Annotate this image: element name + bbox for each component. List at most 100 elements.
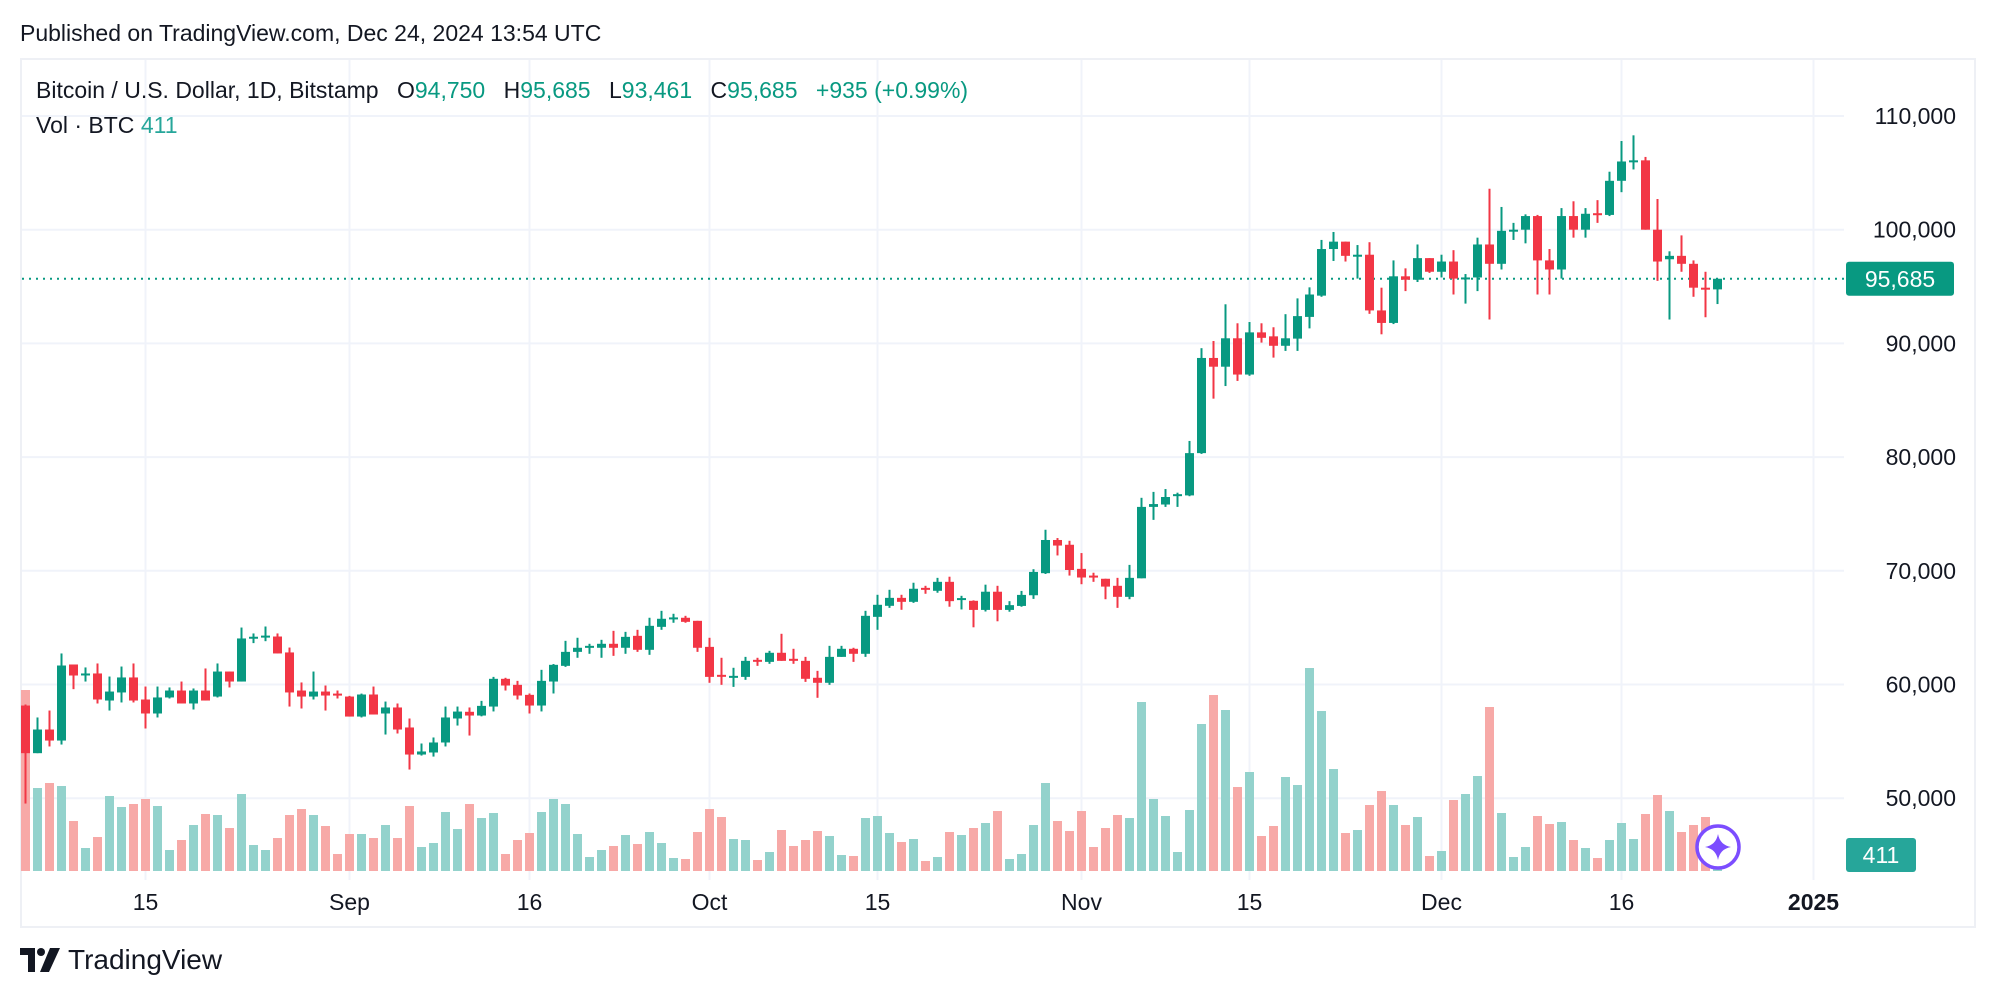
volume-bar [333, 854, 342, 871]
candle-body [1581, 213, 1590, 230]
volume-bar [1389, 805, 1398, 871]
candle-body [1701, 287, 1710, 290]
volume-bar [261, 850, 270, 871]
candle [21, 704, 30, 804]
volume-bar [753, 860, 762, 871]
candle [453, 706, 462, 726]
candle-body [1245, 332, 1254, 375]
symbol-title[interactable]: Bitcoin / U.S. Dollar, 1D, Bitstamp [36, 77, 379, 103]
candle [105, 676, 114, 711]
candle-body [1041, 539, 1050, 574]
legend-symbol-row: Bitcoin / U.S. Dollar, 1D, Bitstamp O94,… [36, 76, 980, 111]
candle-body [189, 690, 198, 704]
volume-bar [321, 826, 330, 871]
volume-bar [105, 796, 114, 871]
candle [813, 670, 822, 698]
candle [1125, 564, 1134, 600]
volume-bar [1017, 854, 1026, 871]
candle-body [117, 677, 126, 693]
assistant-button[interactable] [1695, 824, 1741, 870]
volume-bar [921, 861, 930, 871]
volume-bar [1533, 816, 1542, 871]
candle-body [813, 677, 822, 683]
candle-body [525, 694, 534, 706]
candle-body [981, 591, 990, 610]
candle-body [573, 647, 582, 652]
candle [657, 610, 666, 630]
candle [81, 667, 90, 682]
candle-body [1533, 216, 1542, 261]
volume-bar [897, 842, 906, 871]
volume-bar [1413, 817, 1422, 871]
candle-body [753, 659, 762, 662]
tradingview-brand[interactable]: TradingView [68, 944, 223, 975]
candle-body [297, 690, 306, 697]
volume-bar [1305, 668, 1314, 871]
volume-bar [1425, 856, 1434, 871]
candle-body [81, 673, 90, 676]
candle-body [717, 674, 726, 677]
volume-bar [357, 834, 366, 871]
candle-body [1185, 453, 1194, 496]
candle-body [237, 638, 246, 682]
candle [1233, 323, 1242, 381]
candle-body [1365, 254, 1374, 311]
candle-body [1401, 276, 1410, 280]
candle [489, 676, 498, 712]
candle [1401, 268, 1410, 292]
candle-body [69, 664, 78, 676]
candle-body [213, 671, 222, 697]
candle [1509, 222, 1518, 240]
volume-bar [1509, 857, 1518, 871]
candle-body [381, 707, 390, 714]
candle [609, 630, 618, 656]
candle-body [453, 711, 462, 719]
tradingview-logo-icon[interactable] [20, 948, 60, 972]
candle [537, 669, 546, 712]
candle-body [177, 690, 186, 704]
candle-body [417, 751, 426, 755]
last-price-label: 95,685 [1865, 266, 1935, 292]
grid-lines [22, 60, 1844, 880]
candle-body [1077, 568, 1086, 578]
candle-body [969, 600, 978, 610]
candle [1653, 199, 1662, 281]
volume-bar [1113, 815, 1122, 871]
volume-bar [1353, 830, 1362, 871]
volume-bar [1221, 710, 1230, 871]
candle-body [1665, 255, 1674, 260]
candle [1089, 572, 1098, 582]
candle-body [225, 671, 234, 682]
candle-body [741, 660, 750, 677]
volume-bar [1245, 772, 1254, 871]
volume-bar [57, 786, 66, 871]
candle [897, 594, 906, 610]
candle [1677, 235, 1686, 272]
volume-bar [465, 804, 474, 871]
volume-bar [741, 840, 750, 871]
volume-bar [153, 806, 162, 871]
candle-body [1161, 497, 1170, 505]
candle [1341, 241, 1350, 262]
candle [1533, 214, 1542, 295]
candle [1173, 492, 1182, 507]
candle [153, 686, 162, 718]
candle-body [201, 690, 210, 701]
candle [129, 663, 138, 703]
candle-body [1509, 229, 1518, 232]
volume-label[interactable]: Vol · BTC [36, 112, 135, 138]
candle-body [1497, 230, 1506, 264]
volume-bar [657, 843, 666, 871]
candle [849, 647, 858, 662]
candle [297, 682, 306, 709]
volume-bar [417, 847, 426, 871]
volume-bar [1341, 833, 1350, 871]
candle [1161, 489, 1170, 507]
price-axis: 50,000 60,000 70,000 80,000 90,000 100,000 110… [1846, 103, 1956, 872]
candle-body [333, 693, 342, 696]
time-tick-label: 16 [517, 889, 543, 915]
candle-body [609, 643, 618, 648]
volume-bar [1173, 852, 1182, 871]
published-note: Published on TradingView.com, Dec 24, 20… [20, 20, 602, 46]
